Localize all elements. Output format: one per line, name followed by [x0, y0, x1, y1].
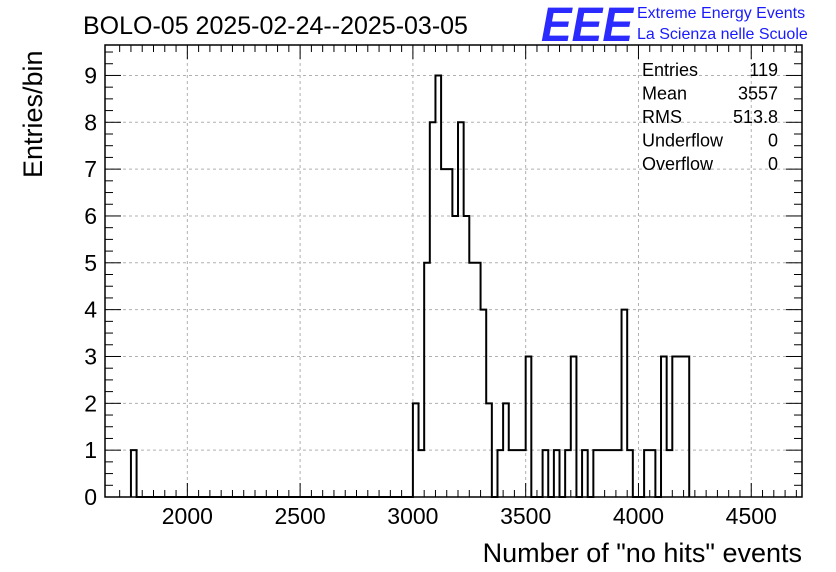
x-tick-label: 2000	[162, 503, 213, 529]
histogram-bin	[481, 310, 487, 497]
y-axis-ticks: 0 1 2 3 4 5 6 7 8 9	[84, 51, 802, 510]
y-tick-label: 3	[84, 343, 97, 369]
histogram-bin	[599, 450, 605, 497]
histogram-bin	[661, 356, 667, 497]
histogram-bin	[526, 356, 532, 497]
stats-value: 3557	[738, 84, 778, 104]
histogram-bin	[605, 450, 611, 497]
histogram-bin	[503, 403, 509, 497]
y-tick-label: 6	[84, 203, 97, 229]
histogram-bin	[650, 450, 656, 497]
x-tick-label: 4500	[726, 503, 777, 529]
stats-label: Underflow	[642, 131, 724, 151]
histogram-bin	[622, 310, 628, 497]
x-tick-label: 4000	[613, 503, 664, 529]
x-tick-label: 3000	[387, 503, 438, 529]
stats-value: 0	[768, 154, 778, 174]
histogram-bin	[684, 356, 690, 497]
histogram-bars	[129, 74, 691, 498]
y-tick-label: 8	[84, 109, 97, 135]
x-tick-label: 3500	[500, 503, 551, 529]
histogram-bin	[678, 356, 684, 497]
stats-label: Overflow	[642, 154, 714, 174]
histogram-bin	[644, 450, 650, 497]
histogram-bin	[627, 450, 633, 497]
plot-frame	[104, 44, 803, 498]
y-tick-label: 2	[84, 390, 97, 416]
histogram-bin	[616, 450, 622, 497]
histogram-bin	[486, 403, 492, 497]
histogram-bin	[593, 450, 599, 497]
histogram-bin	[447, 169, 453, 497]
logo-mark: EEE	[541, 0, 635, 52]
histogram-bin	[441, 169, 447, 497]
histogram-bin	[452, 216, 458, 497]
y-tick-label: 7	[84, 156, 97, 182]
histogram-bin	[430, 122, 436, 497]
histogram-bin	[464, 216, 470, 497]
stats-value: 513.8	[733, 107, 778, 127]
x-tick-label: 2500	[275, 503, 326, 529]
histogram-bin	[131, 450, 137, 497]
histogram-bin	[565, 450, 571, 497]
stats-label: RMS	[642, 107, 682, 127]
grid-lines	[105, 45, 802, 497]
histogram-bin	[509, 450, 515, 497]
logo-line-1: Extreme Energy Events	[637, 5, 805, 22]
stats-box: Entries 119 Mean 3557 RMS 513.8 Underflow 0 Over…	[642, 60, 778, 174]
y-tick-label: 5	[84, 250, 97, 276]
eee-logo: EEE Extreme Energy Events La Scienza nel…	[541, 0, 808, 52]
histogram-bin	[672, 356, 678, 497]
y-tick-label: 0	[84, 484, 97, 510]
histogram-bin	[554, 450, 560, 497]
stats-value: 119	[749, 60, 778, 80]
y-axis-label: Entries/bin	[18, 50, 48, 178]
histogram-outline	[129, 74, 691, 498]
y-tick-label: 1	[84, 437, 97, 463]
histogram-bin	[543, 450, 549, 497]
x-axis-label: Number of "no hits" events	[483, 538, 802, 568]
stats-label: Entries	[642, 60, 698, 80]
histogram-bin	[514, 450, 520, 497]
histogram-bin	[435, 75, 441, 497]
histogram-bin	[413, 403, 419, 497]
histogram-bin	[475, 263, 481, 497]
y-tick-label: 9	[84, 62, 97, 88]
y-tick-label: 4	[84, 297, 97, 323]
x-axis-ticks: 2000 2500 3000 3500 4000 4500	[119, 45, 797, 529]
stats-label: Mean	[642, 84, 687, 104]
histogram-bin	[424, 263, 430, 497]
histogram-bin	[571, 356, 577, 497]
logo-line-2: La Scienza nelle Scuole	[637, 26, 808, 43]
histogram-bin	[667, 450, 673, 497]
histogram-bin	[582, 450, 588, 497]
histogram-bin	[610, 450, 616, 497]
histogram-bin	[469, 263, 475, 497]
histogram-bin	[458, 122, 464, 497]
histogram-bin	[497, 450, 503, 497]
histogram-bin	[520, 450, 526, 497]
stats-value: 0	[768, 131, 778, 151]
chart-title: BOLO-05 2025-02-24--2025-03-05	[83, 12, 468, 40]
histogram-bin	[419, 450, 425, 497]
